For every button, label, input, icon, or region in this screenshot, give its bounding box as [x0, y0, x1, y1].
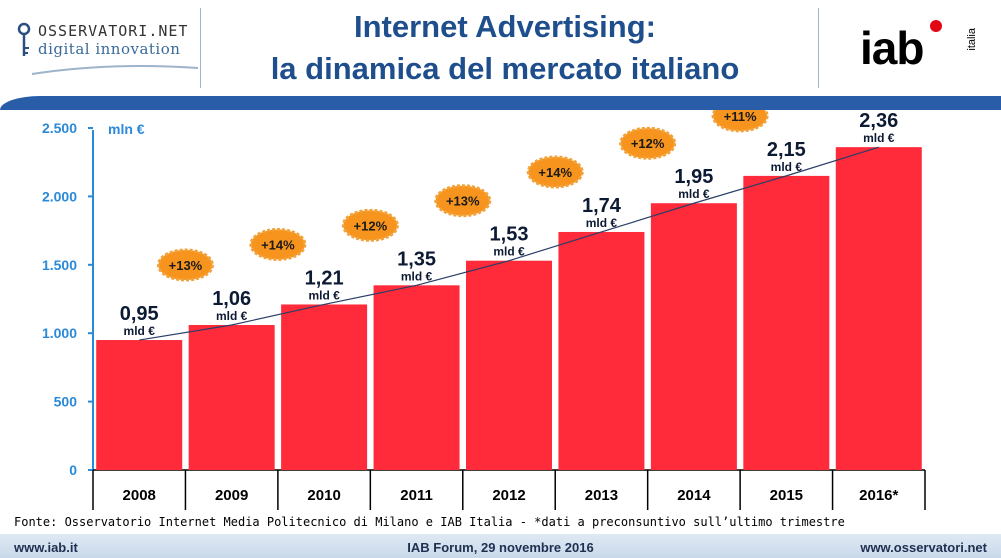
growth-label: +12% [354, 218, 388, 233]
x-tick-label: 2011 [400, 487, 433, 504]
footer-left-link[interactable]: www.iab.it [14, 540, 78, 555]
bar-chart: 0 500 1.000 1.500 2.000 2.500 mln € 2008 2009 201… [42, 110, 926, 510]
iab-logo-dot-icon [930, 20, 942, 32]
value-unit-label: mld € [308, 288, 340, 302]
y-tick-label: 0 [69, 462, 77, 478]
x-tick-label: 2015 [770, 487, 803, 504]
bar [466, 260, 552, 470]
x-tick-label: 2012 [492, 487, 525, 504]
value-label: 2,36 [859, 110, 898, 132]
growth-badge [619, 126, 677, 160]
title-line-1: Internet Advertising: [354, 9, 656, 44]
osservatori-logo[interactable]: OSSERVATORI.NET digital innovation [10, 18, 200, 78]
bar [558, 231, 645, 470]
growth-badge [156, 248, 214, 282]
unit-label: mln € [108, 121, 145, 137]
value-label: 1,53 [490, 224, 529, 246]
value-label: 1,74 [582, 195, 622, 217]
iab-logo[interactable]: iab italia [860, 20, 980, 80]
bar [650, 203, 737, 470]
swoosh-icon [31, 65, 199, 75]
bar [96, 340, 183, 470]
value-label: 2,15 [767, 139, 806, 161]
header-band [0, 96, 1001, 110]
growth-label: +13% [446, 194, 480, 209]
y-tick-label: 2.000 [42, 188, 77, 204]
y-tick-label: 1.500 [42, 257, 77, 273]
value-unit-label: mld € [216, 309, 248, 323]
iab-logo-word: iab [860, 22, 924, 74]
growth-label: +12% [631, 136, 665, 151]
value-label: 1,06 [212, 288, 251, 310]
title-line-2: la dinamica del mercato italiano [270, 51, 740, 86]
value-unit-label: mld € [124, 324, 156, 338]
divider-right [818, 8, 819, 88]
bar [835, 147, 922, 470]
bar [188, 324, 275, 470]
value-label: 1,21 [305, 267, 344, 289]
value-label: 1,95 [674, 166, 713, 188]
value-label: 1,35 [397, 248, 436, 270]
growth-badge [249, 227, 307, 261]
value-label: 0,95 [120, 303, 159, 325]
divider-left [200, 8, 201, 88]
growth-label: +11% [724, 110, 757, 124]
footer-right-link[interactable]: www.osservatori.net [860, 540, 987, 555]
x-tick-label: 2014 [677, 487, 711, 504]
y-tick-label: 500 [54, 394, 78, 410]
footer-center-text: IAB Forum, 29 novembre 2016 [407, 540, 594, 555]
bar [281, 304, 368, 470]
growth-badge [711, 110, 769, 133]
x-tick-label: 2013 [585, 487, 618, 504]
growth-label: +14% [261, 237, 295, 252]
value-unit-label: mld € [586, 216, 618, 230]
value-unit-label: mld € [771, 160, 803, 174]
x-tick-label: 2016* [859, 487, 898, 504]
trend-line [139, 146, 879, 341]
value-unit-label: mld € [863, 131, 895, 145]
x-tick-label: 2010 [307, 487, 340, 504]
y-tick-label: 2.500 [42, 120, 77, 136]
growth-badge [341, 208, 399, 242]
growth-label: +13% [169, 258, 203, 273]
y-tick-label: 1.000 [42, 325, 77, 341]
value-unit-label: mld € [493, 245, 525, 259]
x-tick-label: 2009 [215, 487, 248, 504]
bar [373, 285, 460, 470]
growth-badge [526, 155, 584, 189]
key-icon [17, 22, 31, 56]
x-tick-label: 2008 [123, 487, 156, 504]
footer: www.iab.it IAB Forum, 29 novembre 2016 w… [0, 534, 1001, 558]
source-note: Fonte: Osservatorio Internet Media Polit… [14, 515, 845, 529]
bar [743, 175, 830, 470]
growth-label: +14% [538, 165, 572, 180]
page-title: Internet Advertising: la dinamica del me… [205, 6, 805, 90]
logo-sub-text: digital innovation [38, 40, 181, 58]
value-unit-label: mld € [678, 187, 710, 201]
header: OSSERVATORI.NET digital innovation Inter… [0, 0, 1001, 110]
growth-badge [434, 184, 492, 218]
value-unit-label: mld € [401, 269, 433, 283]
iab-logo-sub: italia [966, 28, 978, 51]
logo-brand-text: OSSERVATORI.NET [38, 22, 189, 40]
